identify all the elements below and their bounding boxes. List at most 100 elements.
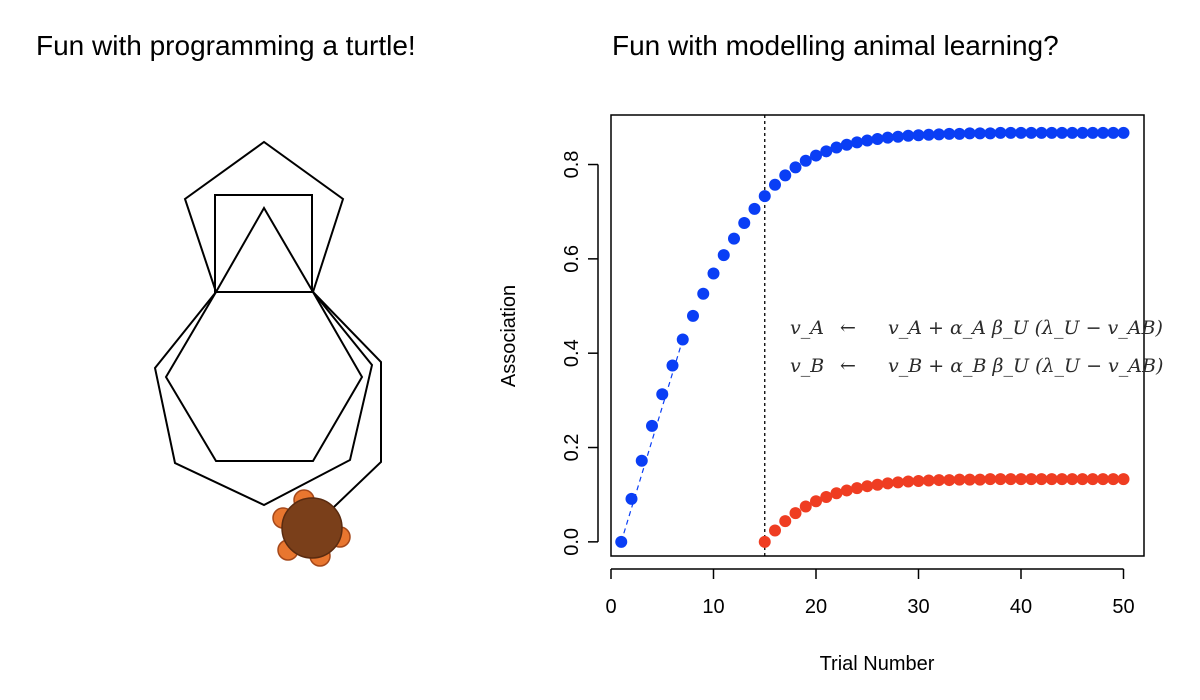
series-a-point [656, 388, 669, 401]
series-b-point [1107, 473, 1120, 486]
series-a-point [635, 454, 648, 467]
series-a-point [943, 127, 956, 140]
series-b-point [810, 495, 822, 508]
series-a-point [799, 154, 812, 167]
series-a-point [912, 129, 925, 142]
x-tick-label: 40 [1010, 596, 1032, 618]
series-a-point [851, 136, 863, 149]
equation-1-arrow: ← [840, 317, 856, 339]
series-b-point [963, 473, 976, 486]
turtle-panel-title: Fun with programming a turtle! [36, 30, 416, 61]
series-b-point [758, 535, 771, 548]
series-b-point [1015, 473, 1027, 486]
series-b-point [820, 491, 833, 504]
chart-title: Fun with modelling animal learning? [612, 30, 1059, 61]
x-tick-label: 20 [805, 596, 827, 618]
series-a-point [922, 128, 935, 141]
series-b-point [912, 475, 925, 488]
series-a-point [707, 267, 720, 280]
series-a-point [963, 127, 976, 140]
series-a-point [953, 127, 966, 140]
series-a-point [1097, 126, 1109, 139]
turtle-icon [272, 489, 351, 567]
series-b-point [902, 475, 915, 488]
y-tick-label: 0.2 [561, 434, 583, 462]
series-a-point [1015, 126, 1027, 139]
series-a-point [758, 190, 771, 203]
series-b-point [799, 500, 812, 513]
series-a-point [871, 133, 884, 146]
series-a-point [902, 129, 915, 142]
series-b-point [789, 507, 802, 520]
series-a-point [697, 287, 710, 300]
series-b-point [1076, 473, 1089, 486]
equation-1-rhs: v_A + α_A β_U (λ_U − v_AB) [888, 317, 1163, 339]
x-axis: 0 10 20 30 40 50 [605, 568, 1135, 618]
series-b-point [1025, 473, 1038, 486]
plot-area-frame [610, 114, 1145, 557]
series-a-point [717, 249, 730, 262]
series-b-point [881, 477, 894, 490]
series-b-point [1086, 473, 1099, 486]
y-tick-label: 0.8 [561, 151, 583, 179]
series-a-point [1004, 126, 1017, 139]
series-a-point [676, 333, 689, 346]
series-b-point [1045, 473, 1058, 486]
series-b-point [851, 482, 863, 495]
series-a-point [820, 145, 833, 158]
series-a-point [1086, 126, 1099, 139]
y-tick-label: 0.0 [561, 528, 583, 556]
x-tick-label: 0 [605, 596, 616, 618]
x-tick-label: 50 [1112, 596, 1134, 618]
series-b-point [974, 473, 986, 486]
series-b-point [779, 515, 792, 528]
turtle-drawing [153, 140, 382, 567]
x-axis-label: Trial Number [820, 653, 935, 675]
y-axis: 0.0 0.2 0.4 0.6 0.8 [561, 151, 599, 556]
series-b-point [1035, 473, 1048, 486]
equation-2-lhs: v_B [790, 355, 824, 377]
y-axis-label: Association [498, 285, 520, 387]
series-a-point [830, 141, 843, 154]
series-a-point [1045, 126, 1058, 139]
series-a-point [892, 130, 904, 143]
series-a-point [748, 202, 761, 215]
series-b-point [1117, 473, 1130, 486]
series-b-point [1066, 473, 1079, 486]
series-b-point [769, 524, 781, 537]
series-a-point [881, 131, 894, 144]
series-b-point [1056, 473, 1068, 486]
series-a-point [625, 492, 638, 505]
series-a-point [687, 309, 699, 322]
series-a-point [769, 178, 781, 191]
series-b-point [1097, 473, 1109, 486]
y-tick-label: 0.4 [561, 339, 583, 367]
series-a-point [1107, 126, 1120, 139]
series-a-point [1056, 126, 1068, 139]
series-a-point [738, 217, 751, 230]
octagon-path [153, 291, 374, 507]
series-b-point [943, 474, 956, 487]
series-b-point [1004, 473, 1017, 486]
series-b-point [840, 484, 853, 497]
series-a-point [728, 232, 740, 245]
series-b-point [830, 487, 843, 500]
series-a-point [994, 126, 1007, 139]
series-a-point [666, 359, 679, 372]
series-a-point [840, 138, 853, 151]
x-tick-label: 30 [907, 596, 929, 618]
series-a-point [974, 127, 986, 140]
series-b-point [953, 473, 966, 486]
series-b-point [994, 473, 1007, 486]
series-b-point [984, 473, 997, 486]
series-b-point [922, 474, 935, 487]
x-tick-label: 10 [702, 596, 724, 618]
equation-1-lhs: v_A [790, 317, 824, 339]
series-b-point [892, 476, 904, 489]
equation-2-rhs: v_B + α_B β_U (λ_U − v_AB) [888, 355, 1163, 377]
series-a-points [615, 126, 1130, 548]
update-equations: v_A ← v_A + α_A β_U (λ_U − v_AB) v_B ← v… [790, 317, 1163, 377]
series-a-point [1025, 126, 1038, 139]
turtle-shell [281, 497, 343, 559]
